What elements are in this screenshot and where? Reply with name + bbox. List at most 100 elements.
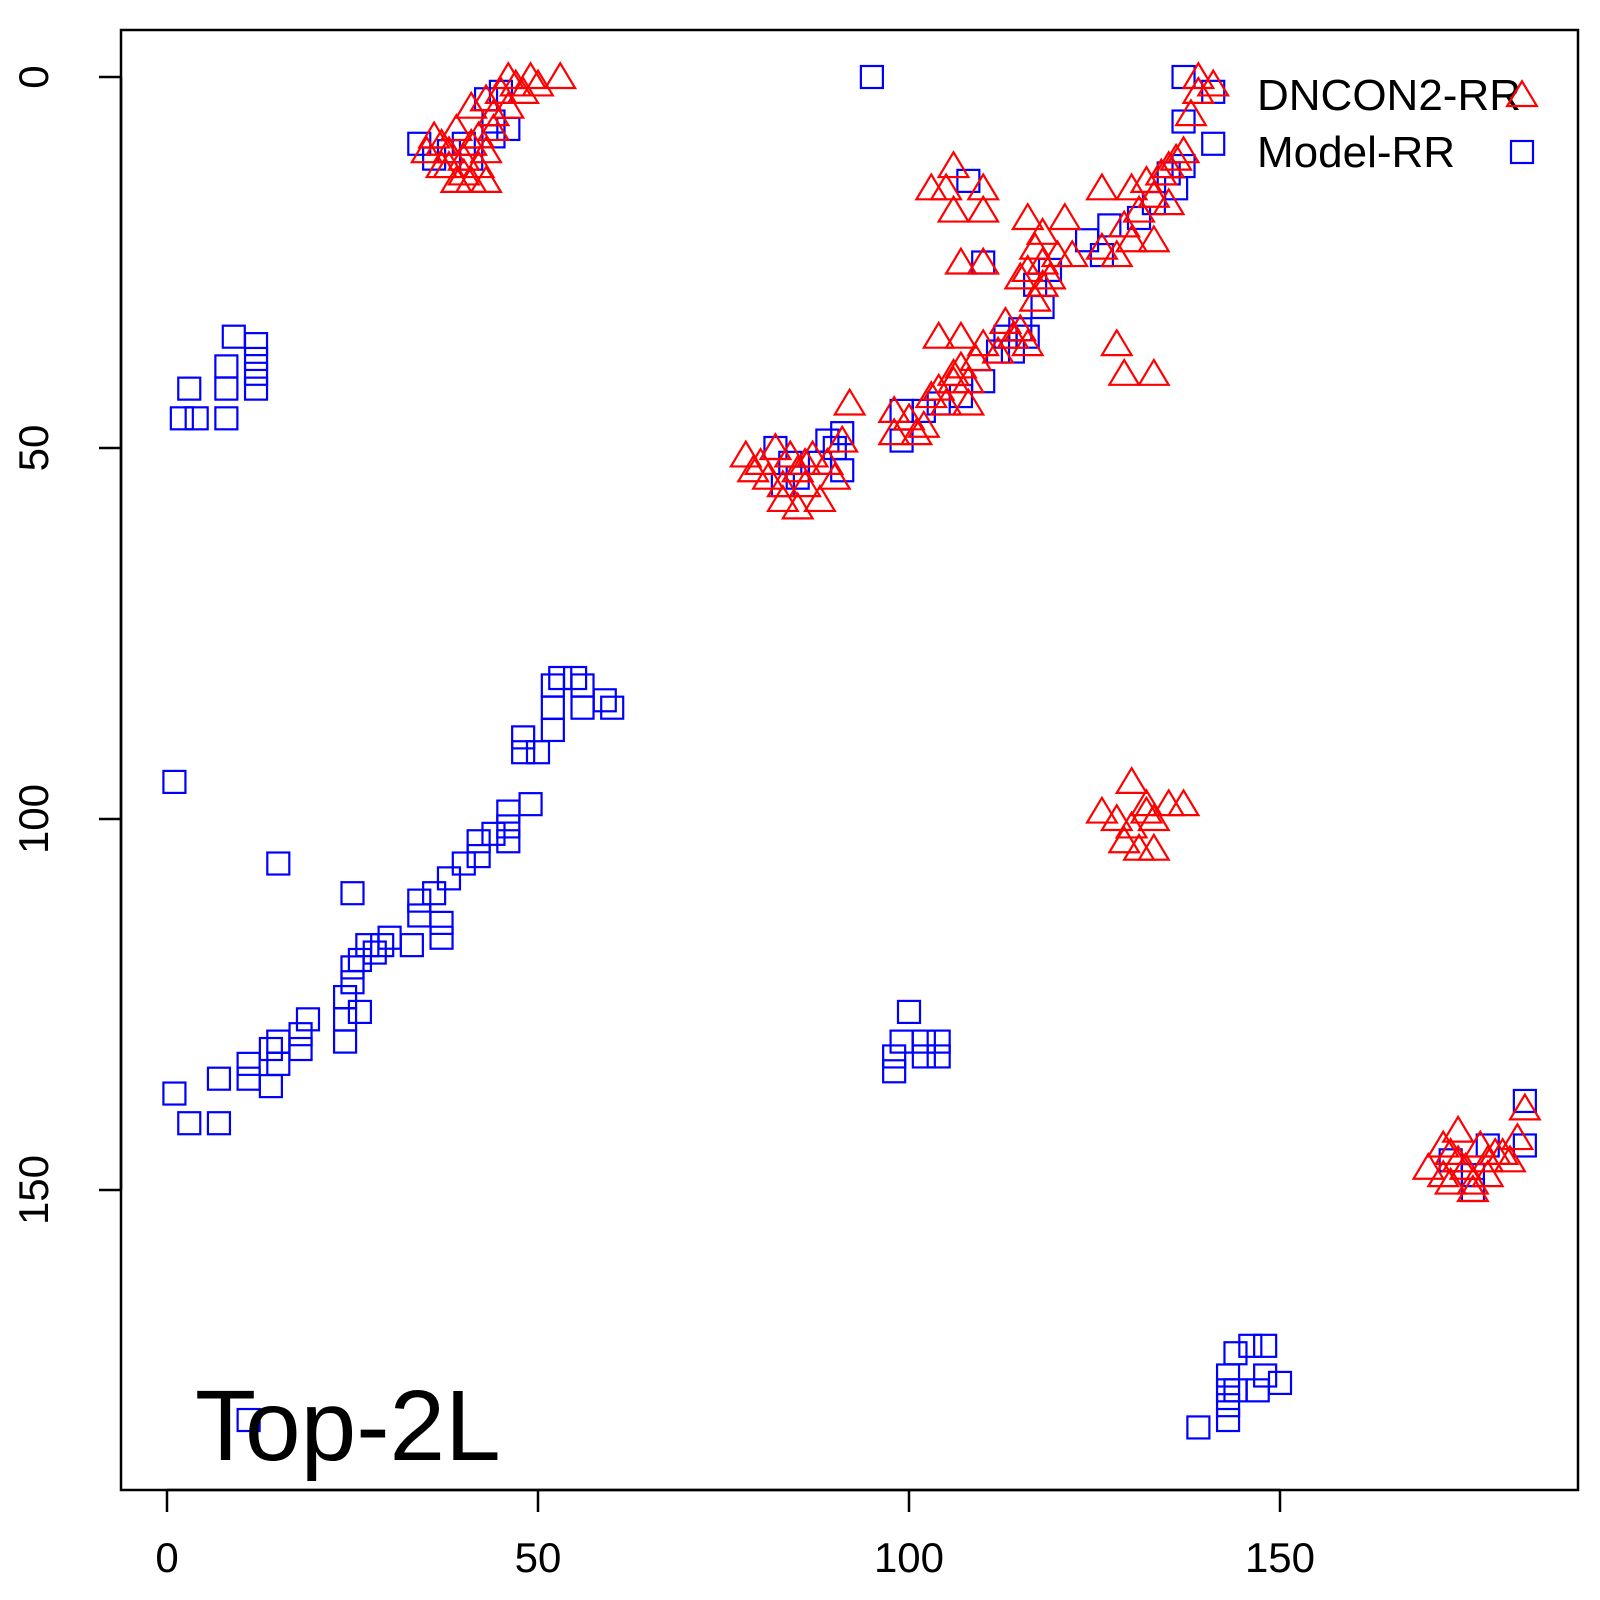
point-triangle [1085, 795, 1119, 824]
x-tick-label: 100 [874, 1534, 944, 1581]
point-square [1186, 1415, 1211, 1440]
point-triangle [936, 357, 971, 386]
point-square [243, 376, 269, 401]
point-triangle [521, 68, 555, 97]
point-square [162, 769, 187, 795]
point-triangle [461, 150, 496, 179]
point-square [1267, 1370, 1293, 1396]
point-triangle [1129, 795, 1164, 824]
point-square [1215, 1407, 1241, 1433]
point-square [1223, 1341, 1248, 1366]
point-square [236, 1066, 261, 1091]
point-square [926, 1044, 951, 1069]
point-triangle [1470, 1144, 1505, 1173]
point-square [859, 64, 885, 90]
point-triangle [892, 402, 926, 431]
point-square [266, 1051, 291, 1076]
legend-marker-square [1509, 139, 1535, 165]
point-square [496, 799, 521, 824]
point-triangle [929, 387, 963, 416]
point-square [177, 376, 202, 401]
point-triangle [951, 387, 986, 416]
point-triangle [1196, 68, 1231, 97]
point-triangle [454, 90, 489, 119]
point-square [882, 1044, 907, 1069]
point-square [236, 1407, 261, 1433]
point-triangle [432, 135, 466, 164]
point-square [206, 1066, 232, 1091]
point-square [288, 1022, 313, 1047]
point-square [562, 665, 588, 691]
point-triangle [1010, 254, 1045, 283]
point-square [592, 688, 617, 713]
point-triangle [1174, 98, 1208, 127]
point-triangle [1166, 135, 1201, 164]
point-triangle [1122, 194, 1156, 223]
point-square [496, 814, 521, 839]
point-triangle [751, 461, 785, 490]
point-square [429, 925, 454, 950]
point-triangle [491, 61, 526, 90]
point-triangle [424, 127, 459, 156]
point-square [243, 332, 269, 357]
point-triangle [439, 113, 474, 142]
point-square [177, 1111, 202, 1136]
point-triangle [447, 157, 481, 186]
point-square [1512, 1133, 1537, 1158]
point-square [1215, 1393, 1241, 1418]
point-triangle [1018, 231, 1052, 260]
point-square [399, 933, 424, 958]
point-square [377, 925, 402, 950]
point-triangle [1151, 187, 1186, 216]
point-square [288, 1036, 313, 1062]
point-triangle [929, 172, 963, 201]
point-square [882, 1059, 907, 1084]
point-square [540, 695, 565, 720]
point-square [362, 940, 387, 965]
point-triangle [788, 469, 822, 498]
point-triangle [469, 164, 503, 193]
point-triangle [966, 328, 1000, 357]
point-triangle [944, 246, 978, 275]
point-square [407, 888, 432, 913]
point-square [1245, 1378, 1270, 1403]
point-triangle [1018, 283, 1052, 312]
point-triangle [1456, 1166, 1490, 1195]
point-triangle [788, 446, 822, 475]
point-square [243, 361, 269, 386]
point-square [332, 984, 358, 1010]
point-square [169, 406, 194, 431]
point-triangle [988, 305, 1023, 334]
point-triangle [454, 127, 489, 156]
point-square [540, 717, 565, 743]
point-triangle [1025, 268, 1060, 297]
point-triangle [1485, 1137, 1520, 1166]
point-square [214, 376, 239, 401]
point-triangle [1099, 328, 1134, 357]
point-triangle [1137, 832, 1171, 861]
point-triangle [780, 491, 815, 520]
point-triangle [1129, 788, 1164, 817]
point-triangle [944, 350, 978, 379]
point-square [258, 1036, 283, 1062]
point-triangle [1166, 788, 1201, 817]
point-square [355, 933, 380, 958]
point-triangle [424, 150, 459, 179]
point-square [1253, 1363, 1278, 1388]
point-square [600, 695, 625, 720]
point-triangle [1025, 216, 1060, 245]
plot-frame [119, 28, 1580, 1492]
point-triangle [1181, 61, 1216, 90]
point-triangle [877, 395, 911, 423]
point-triangle [877, 417, 911, 446]
point-square [184, 406, 209, 431]
point-triangle [1048, 202, 1082, 231]
point-triangle [914, 172, 949, 201]
point-square [347, 999, 373, 1025]
point-square [429, 910, 454, 935]
point-square [266, 851, 291, 876]
point-square [511, 740, 536, 765]
point-square [896, 999, 922, 1025]
legend-label: DNCON2-RR [1257, 71, 1521, 120]
